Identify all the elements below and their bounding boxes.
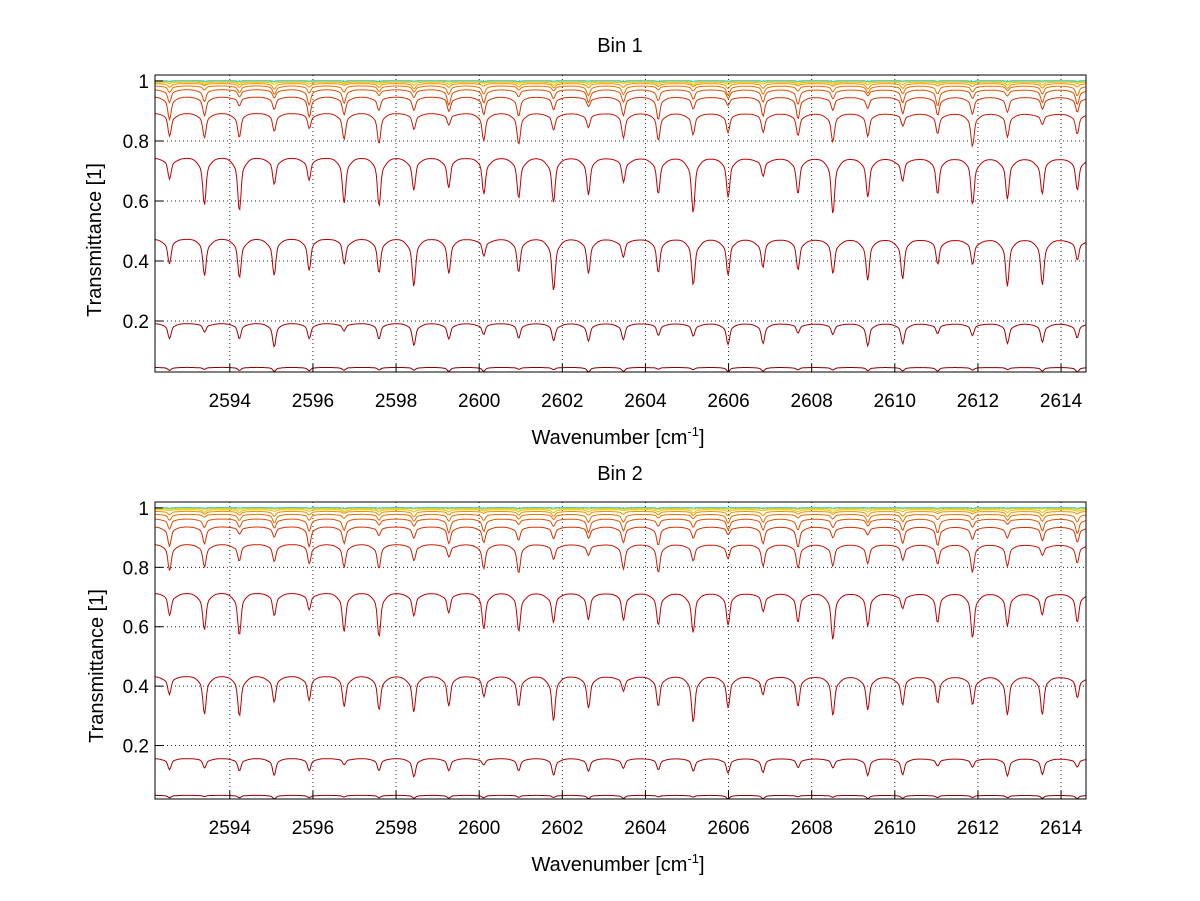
y-tick-label: 0.4 (123, 677, 150, 698)
series-line (154, 526, 1087, 549)
x-tick-label: 2610 (874, 391, 916, 412)
x-tick-label: 2612 (957, 818, 999, 839)
x-tick-label: 2610 (874, 818, 916, 839)
chart-title: Bin 1 (597, 35, 643, 57)
x-tick-label: 2608 (791, 391, 833, 412)
x-axis-label: Wavenumber [cm-1] (531, 851, 704, 876)
series-line (154, 96, 1087, 122)
series-line (154, 323, 1087, 348)
series-line (154, 758, 1087, 778)
x-tick-label: 2606 (707, 818, 749, 839)
x-tick-label: 2604 (624, 391, 667, 412)
y-axis-ticks: 0.2 0.4 0.6 0.8 1 (123, 72, 163, 333)
x-tick-label: 2600 (458, 391, 500, 412)
x-tick-label: 2596 (292, 818, 334, 839)
series-line (154, 157, 1087, 214)
series-line (154, 592, 1087, 640)
x-tick-label: 2608 (791, 818, 833, 839)
series-line (154, 89, 1087, 107)
y-tick-label: 0.8 (123, 132, 149, 153)
x-tick-label: 2596 (292, 391, 334, 412)
x-tick-label: 2604 (624, 818, 667, 839)
y-tick-label: 0.4 (123, 252, 150, 273)
series-line (154, 676, 1087, 722)
y-axis-label: Transmittance [1] (86, 589, 108, 743)
y-tick-label: 1 (138, 499, 149, 520)
gridlines (155, 75, 1086, 372)
y-tick-label: 0.2 (123, 737, 149, 758)
series-line (155, 794, 1087, 800)
panel-bin-2: Bin 2 2594 2596 2598 2600 2602 2604 2606 2608 26… (86, 463, 1087, 876)
x-axis-label: Wavenumber [cm-1] (531, 424, 704, 449)
series-line (155, 507, 1086, 510)
panel-bin-1: Bin 1 2594 2596 2598 2600 2602 2604 2606 2608 26… (84, 35, 1087, 449)
series-line (155, 513, 1087, 525)
y-tick-label: 0.6 (123, 192, 149, 213)
x-tick-label: 2606 (707, 391, 749, 412)
series-line (154, 85, 1087, 97)
x-tick-label: 2598 (375, 391, 417, 412)
y-tick-label: 0.6 (123, 618, 149, 639)
series-line (154, 518, 1087, 535)
x-tick-label: 2602 (541, 391, 583, 412)
x-tick-label: 2598 (375, 818, 417, 839)
x-tick-label: 2594 (209, 391, 252, 412)
y-tick-label: 0.8 (123, 558, 149, 579)
y-tick-label: 1 (138, 72, 149, 93)
series-line (155, 81, 1086, 86)
x-axis-ticks: 2594 2596 2598 2600 2602 2604 2606 2608 2610 2612… (209, 364, 1083, 412)
series-line (155, 510, 1087, 518)
x-tick-label: 2594 (209, 818, 252, 839)
y-axis-label: Transmittance [1] (84, 163, 106, 317)
series-line (154, 544, 1087, 574)
series-lines (154, 80, 1087, 373)
y-tick-label: 0.2 (123, 312, 149, 333)
x-axis-ticks: 2594 2596 2598 2600 2602 2604 2606 2608 2610 2612… (209, 791, 1083, 839)
series-lines (154, 507, 1087, 800)
series-line (155, 509, 1086, 514)
series-line (155, 83, 1087, 90)
series-line (154, 238, 1087, 291)
x-tick-label: 2602 (541, 818, 583, 839)
plot-area (154, 74, 1087, 373)
x-tick-label: 2614 (1040, 391, 1083, 412)
chart-title: Bin 2 (597, 463, 643, 485)
series-line (155, 508, 1087, 511)
x-tick-label: 2614 (1040, 818, 1083, 839)
series-line (155, 366, 1087, 373)
plot-area (154, 501, 1087, 800)
series-line (155, 80, 1087, 83)
x-tick-label: 2600 (458, 818, 500, 839)
series-line (155, 80, 1086, 84)
series-line (155, 113, 1087, 148)
x-tick-label: 2612 (957, 391, 999, 412)
y-axis-ticks: 0.2 0.4 0.6 0.8 1 (123, 499, 163, 758)
gridlines (155, 502, 1086, 799)
